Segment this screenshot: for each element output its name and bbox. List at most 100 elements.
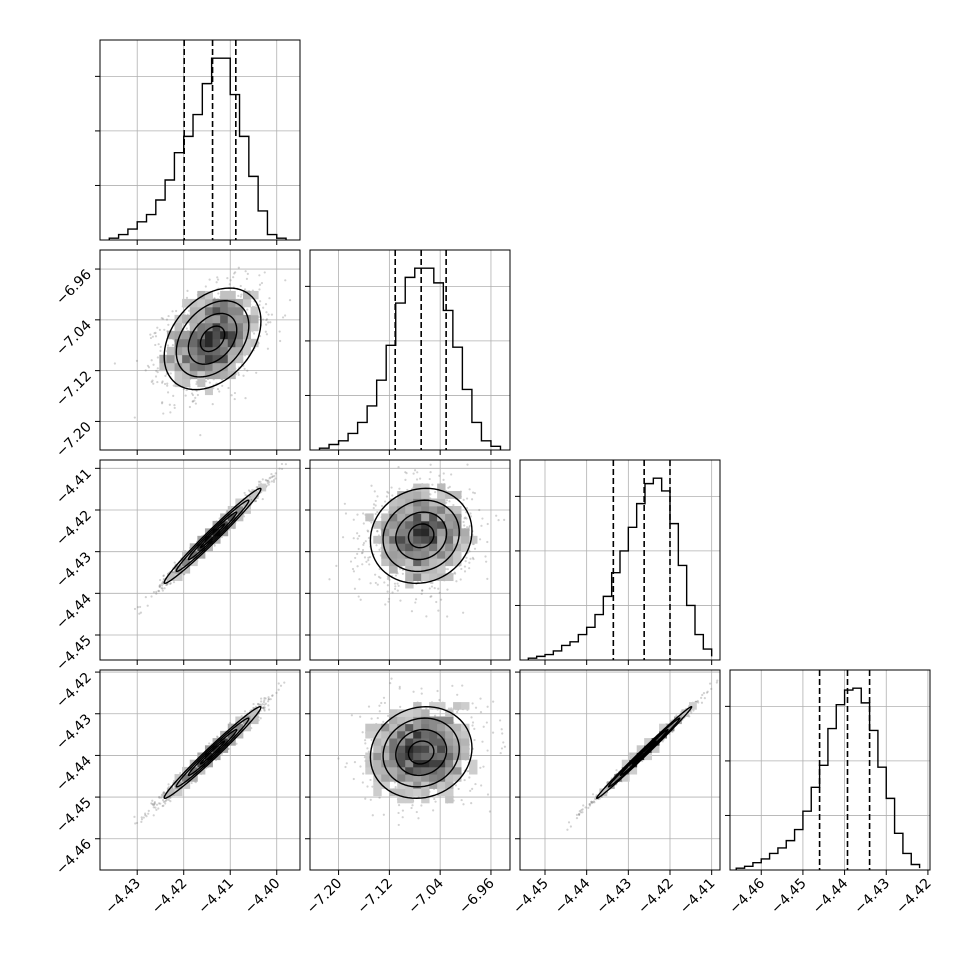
density-cell: [421, 498, 430, 507]
sample-point: [437, 587, 440, 590]
sample-point: [376, 530, 379, 533]
density-cell: [453, 558, 462, 567]
sample-point: [429, 493, 432, 496]
density-cell: [235, 338, 244, 348]
sample-point: [380, 504, 384, 508]
sample-point: [387, 491, 390, 494]
density-cell: [212, 346, 221, 356]
sample-point: [239, 295, 242, 298]
sample-point: [365, 560, 368, 563]
sample-point: [150, 595, 153, 598]
sample-point: [349, 560, 353, 563]
density-cell: [182, 330, 191, 340]
density-cell: [227, 290, 236, 300]
sample-point: [352, 570, 356, 573]
sample-point: [495, 514, 498, 517]
sample-point: [138, 612, 141, 615]
sample-point: [404, 471, 407, 474]
sample-point: [162, 412, 165, 415]
density-cell: [212, 528, 221, 537]
sample-point: [280, 467, 284, 471]
density-cell: [421, 573, 430, 582]
sample-point: [267, 483, 270, 486]
density-cell: [413, 528, 422, 537]
sample-point: [468, 526, 471, 529]
sample-point: [159, 345, 162, 348]
sample-point: [162, 791, 165, 794]
sample-point: [146, 364, 150, 367]
sample-point: [271, 475, 274, 479]
sample-point: [259, 480, 262, 483]
density-cell: [220, 354, 229, 364]
sample-point: [228, 283, 231, 286]
density-cell: [235, 330, 244, 340]
sample-point: [448, 500, 451, 503]
sample-point: [216, 276, 219, 279]
density-cell: [189, 370, 198, 380]
sample-point: [429, 463, 432, 466]
sample-point: [386, 577, 389, 581]
sample-point: [397, 465, 400, 469]
sample-point: [356, 532, 359, 535]
sample-point: [439, 598, 443, 601]
sample-point: [163, 328, 166, 331]
sample-point: [386, 575, 390, 578]
density-cell: [429, 543, 438, 552]
density-cell: [182, 362, 191, 372]
sample-point: [360, 552, 364, 555]
density-cell: [397, 535, 406, 544]
sample-point: [161, 381, 164, 384]
sample-point: [471, 556, 474, 559]
sample-point: [259, 717, 262, 720]
sample-point: [208, 742, 211, 745]
sample-point: [265, 318, 269, 321]
sample-point: [466, 463, 469, 466]
density-cell: [212, 520, 221, 529]
sample-point: [204, 285, 207, 288]
sample-point: [154, 331, 157, 334]
sample-point: [230, 394, 233, 397]
sample-point: [485, 560, 488, 563]
sample-point: [447, 486, 450, 489]
density-cell: [197, 306, 206, 316]
density-cell: [453, 543, 462, 552]
sample-point: [352, 537, 355, 540]
sample-point: [431, 581, 434, 585]
sample-point: [149, 333, 152, 336]
sample-point: [255, 486, 258, 489]
density-cell: [397, 491, 406, 499]
sample-point: [158, 585, 161, 588]
histogram-step-0: [108, 57, 287, 240]
sample-point: [246, 308, 249, 311]
density-cell: [429, 573, 438, 582]
sample-point: [251, 241, 253, 243]
sample-point: [217, 292, 220, 295]
density-cell: [461, 528, 470, 537]
sample-point: [190, 781, 193, 785]
contour-level-3: [163, 287, 262, 391]
sample-point: [147, 812, 150, 815]
sample-point: [195, 382, 198, 386]
sample-point: [169, 582, 172, 585]
sample-point: [196, 393, 199, 397]
density-cell: [373, 520, 382, 529]
sample-point: [362, 543, 365, 547]
contour-level-1: [187, 511, 238, 561]
sample-point: [486, 540, 489, 544]
pair-panel-frame: [99, 249, 301, 451]
density-cell: [405, 580, 414, 589]
density-cell: [182, 565, 191, 574]
sample-point: [161, 581, 164, 584]
sample-point: [272, 478, 276, 482]
density-cell: [381, 520, 390, 529]
sample-point: [150, 802, 153, 805]
sample-point: [462, 498, 465, 501]
sample-point: [391, 494, 394, 497]
sample-point: [462, 611, 465, 614]
sample-point: [363, 556, 367, 559]
sample-point: [166, 391, 170, 394]
sample-point: [220, 752, 223, 755]
density-cell: [189, 298, 198, 308]
density-cell: [389, 505, 398, 514]
sample-point: [446, 588, 449, 591]
